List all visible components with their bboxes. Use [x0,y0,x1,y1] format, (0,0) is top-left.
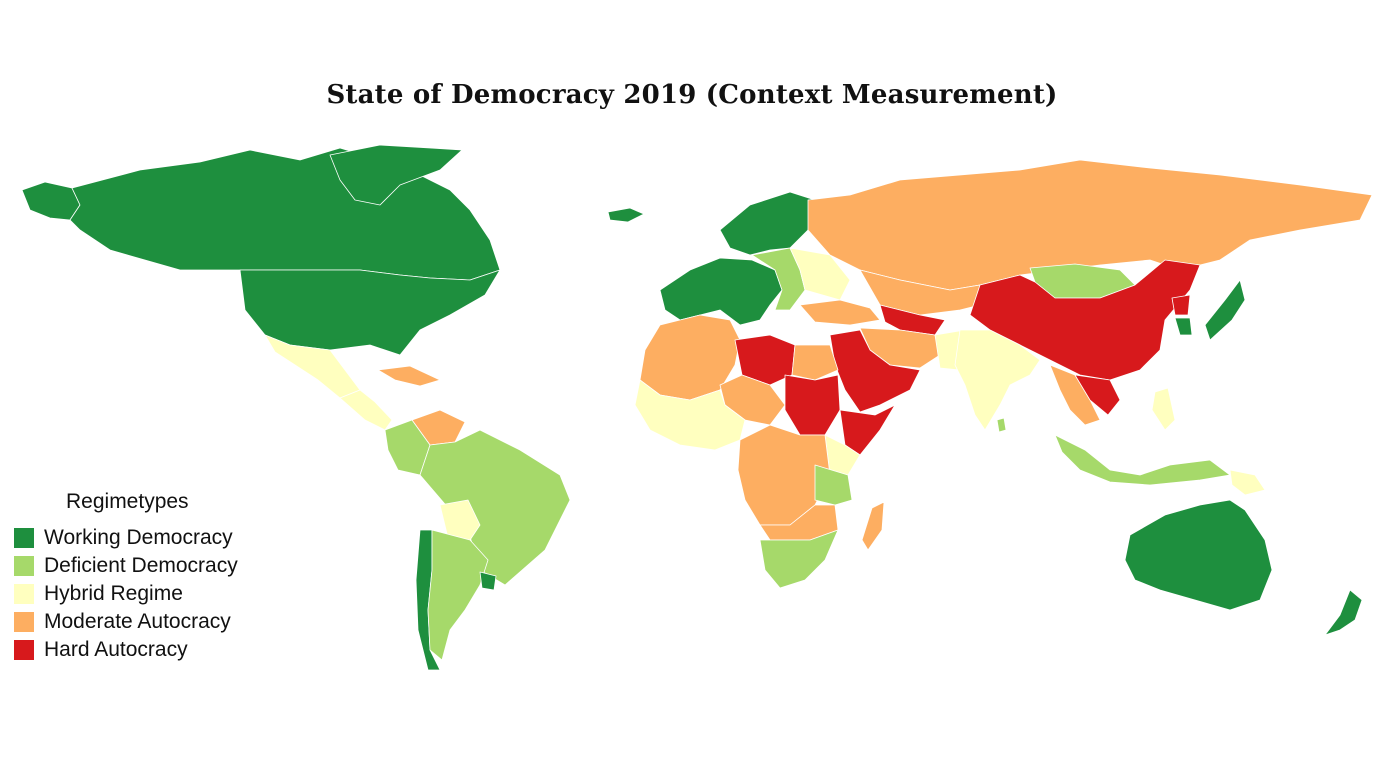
legend-label-hard: Hard Autocracy [44,638,188,661]
region-bolivia [439,499,481,541]
region-south-korea [1174,317,1193,336]
legend-label-deficient: Deficient Democracy [44,554,238,577]
region-iceland [607,207,645,223]
region-turkey-caucasus [799,299,881,326]
region-sudan [784,374,841,436]
legend-item-hybrid: Hybrid Regime [14,580,238,608]
region-uruguay [479,571,497,591]
region-india [954,329,1041,431]
region-scandinavia [719,191,816,256]
map-title: State of Democracy 2019 (Context Measure… [326,80,1058,110]
region-sri-lanka [996,417,1007,433]
legend-title: Regimetypes [66,490,189,513]
region-kenya-tanzania [814,464,853,506]
region-indonesia [1054,434,1231,486]
region-arabian-peninsula [829,329,921,413]
legend-label-working: Working Democracy [44,526,233,549]
legend-item-deficient: Deficient Democracy [14,552,238,580]
region-central-america [339,389,393,431]
region-southern-africa [759,529,839,589]
region-australia [1124,499,1273,611]
region-western-europe [659,257,783,326]
legend-item-working: Working Democracy [14,524,238,552]
legend-swatch-hybrid [14,584,34,604]
map-legend: Regimetypes Working Democracy Deficient … [14,490,238,664]
region-japan [1204,279,1246,341]
region-madagascar [861,501,885,551]
region-egypt [791,344,839,381]
legend-swatch-hard [14,640,34,660]
world-map [21,144,1373,671]
region-papua-new-guinea [1229,469,1266,496]
legend-item-hard: Hard Autocracy [14,636,238,664]
region-philippines [1151,387,1176,431]
region-cuba [377,365,441,387]
legend-label-moderate: Moderate Autocracy [44,610,231,633]
region-vietnam-laos [1074,374,1121,416]
region-alaska [21,181,81,221]
region-argentina [427,529,489,661]
legend-swatch-moderate [14,612,34,632]
region-north-korea [1171,294,1191,316]
region-west-africa [634,379,746,451]
region-greenland [329,144,463,206]
legend-swatch-working [14,528,34,548]
legend-label-hybrid: Hybrid Regime [44,582,183,605]
legend-item-moderate: Moderate Autocracy [14,608,238,636]
legend-swatch-deficient [14,556,34,576]
region-new-zealand [1324,589,1363,636]
